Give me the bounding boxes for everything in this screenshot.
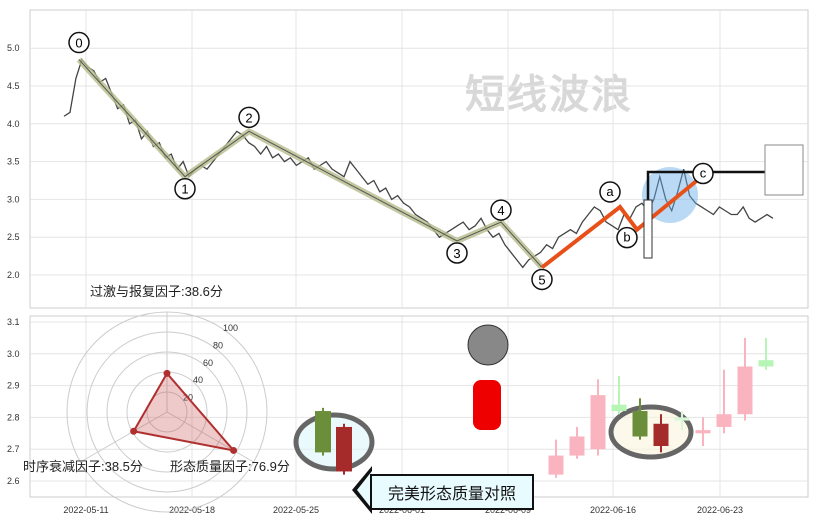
correction-wave <box>540 178 699 270</box>
y-tick-label: 2.0 <box>7 270 20 280</box>
candle-body <box>716 414 732 427</box>
marker-box <box>643 199 653 259</box>
candle-body <box>674 417 690 421</box>
radar-label-right: 形态质量因子:76.9分 <box>170 459 290 474</box>
radar-tick-label: 40 <box>193 375 203 385</box>
y-tick-label: 5.0 <box>7 43 20 53</box>
x-tick-label: 2022-05-25 <box>273 505 319 515</box>
wave-label-circle <box>692 162 714 185</box>
radar-tick-label: 100 <box>223 323 238 333</box>
candle-body <box>611 404 627 412</box>
y-tick-label: 4.5 <box>7 81 20 91</box>
wave-label: 1 <box>181 182 188 197</box>
x-tick-label: 2022-06-01 <box>379 505 425 515</box>
wave-label: 4 <box>497 203 504 218</box>
top-frame <box>29 9 809 309</box>
wave-label: 3 <box>453 246 460 261</box>
compare-ellipse <box>293 412 375 472</box>
wave-label-circle <box>238 106 260 129</box>
candle-body <box>695 430 711 434</box>
wave-label: a <box>606 184 614 199</box>
candle-body <box>758 360 774 367</box>
wave-label: b <box>623 230 630 245</box>
x-tick-label: 2022-06-16 <box>590 505 636 515</box>
radar-tick-label: 60 <box>203 358 213 368</box>
wave-label: 0 <box>75 36 82 51</box>
y-tick-label: 3.1 <box>7 317 20 327</box>
wave-label-circle <box>68 31 90 54</box>
candle-body <box>632 411 648 437</box>
radar-label-left: 时序衰减因子:38.5分 <box>23 459 143 474</box>
wave-label-circle <box>616 226 638 249</box>
radar-tick-label: 80 <box>213 340 223 350</box>
candle-body <box>548 455 564 475</box>
x-tick-label: 2022-05-11 <box>63 505 108 515</box>
highlight-circle <box>642 167 698 223</box>
wave-label-circle <box>599 181 621 203</box>
wave-label-circle <box>446 242 468 264</box>
wolf-thumbnail <box>764 144 804 196</box>
y-tick-label: 3.0 <box>7 194 20 204</box>
candle-body <box>590 395 606 450</box>
callout-label: 完美形态质量对照 <box>370 474 534 510</box>
y-tick-label: 2.5 <box>7 232 20 242</box>
radar-point <box>163 369 171 377</box>
watermark: 短线波浪 <box>465 73 633 117</box>
x-tick-label: 2022-06-09 <box>485 505 531 515</box>
candle-body <box>653 423 669 447</box>
x-tick-label: 2022-05-18 <box>169 505 215 515</box>
y-tick-label: 3.5 <box>7 157 20 167</box>
y-tick-label: 2.9 <box>7 381 20 391</box>
y-tick-label: 2.7 <box>7 444 20 454</box>
candle-body <box>315 411 331 453</box>
x-tick-label: 2022-06-23 <box>697 505 743 515</box>
candle-body <box>569 436 585 456</box>
y-tick-label: 4.0 <box>7 119 20 129</box>
candle-body <box>737 366 753 415</box>
mascot-body <box>473 380 501 430</box>
radar-point <box>130 427 138 435</box>
radar-point <box>230 446 238 454</box>
radar-label-top: 过激与报复因子:38.6分 <box>90 284 223 299</box>
wave-label-circle <box>531 268 553 291</box>
wave-label-circle <box>174 177 196 200</box>
radar-axis <box>80 411 168 463</box>
y-tick-label: 2.8 <box>7 412 20 422</box>
radar-area <box>132 371 237 452</box>
price-line <box>63 58 774 269</box>
wave-label-circle <box>490 199 512 221</box>
match-ellipse <box>608 404 694 460</box>
mascot-head <box>467 324 509 366</box>
y-tick-label: 3.0 <box>7 349 20 359</box>
target-line <box>646 170 775 200</box>
radar-axis <box>166 411 254 463</box>
arrow-fill <box>357 471 372 509</box>
y-tick-label: 2.6 <box>7 476 20 486</box>
wave-label: 5 <box>538 272 545 287</box>
bottom-frame <box>29 315 809 498</box>
wave-label: c <box>700 166 707 181</box>
wave-label: 2 <box>245 110 252 125</box>
impulse-wave-core <box>78 59 543 268</box>
candle-body <box>336 426 352 472</box>
